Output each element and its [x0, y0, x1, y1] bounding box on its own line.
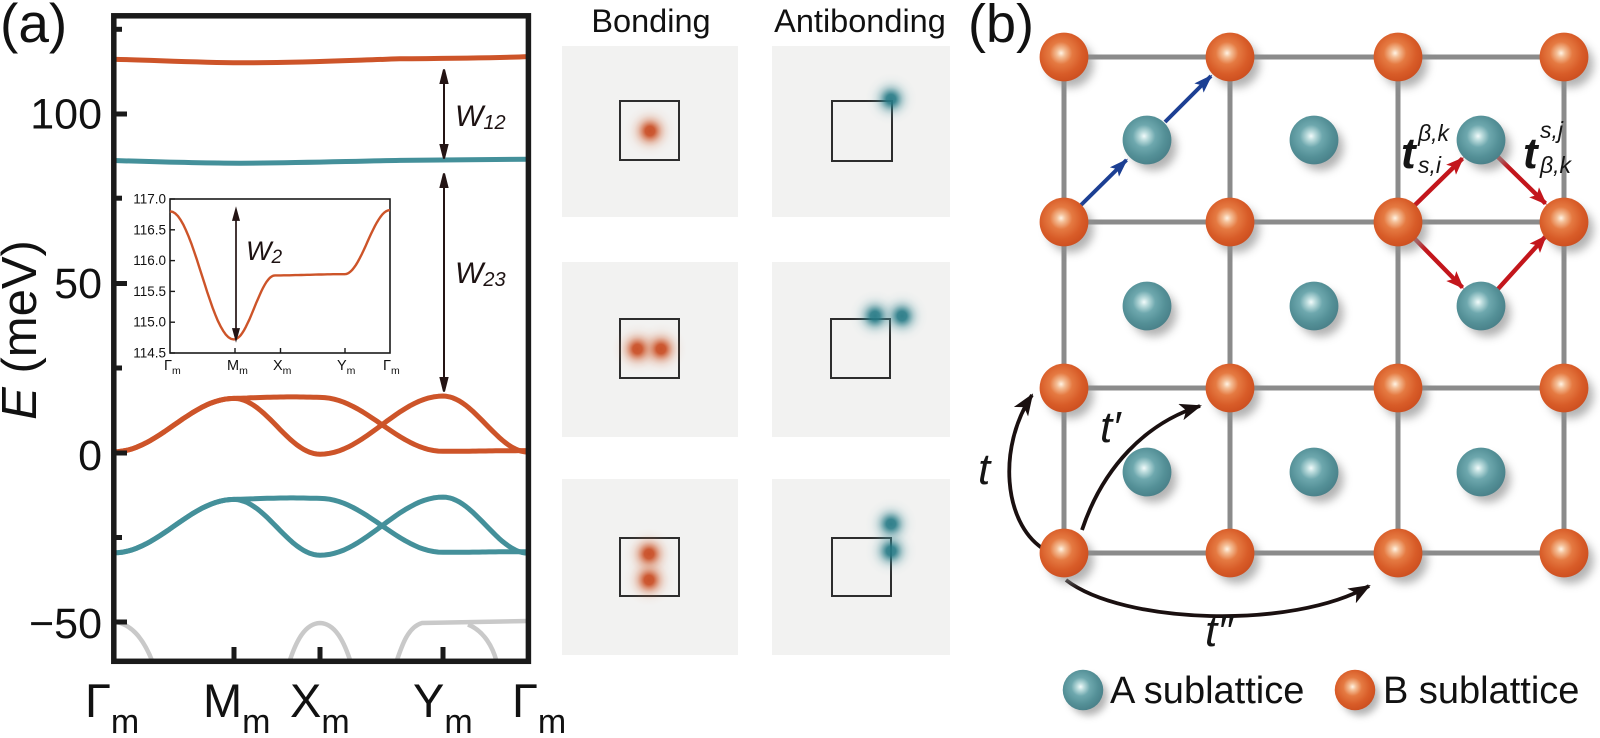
svg-text:t: t	[1401, 129, 1418, 178]
svg-text:A sublattice: A sublattice	[1110, 670, 1304, 712]
svg-text:W23: W23	[455, 257, 506, 291]
svg-text:Ym: Ym	[413, 674, 473, 738]
svg-text:(a): (a)	[0, 0, 67, 54]
svg-text:115.0: 115.0	[133, 315, 166, 330]
svg-text:Bonding: Bonding	[591, 3, 710, 39]
svg-text:100: 100	[30, 91, 102, 139]
svg-text:Xm: Xm	[290, 674, 350, 738]
svg-text:Mm: Mm	[203, 674, 270, 738]
svg-text:115.5: 115.5	[133, 284, 166, 299]
svg-text:t′: t′	[1100, 403, 1122, 452]
svg-text:116.0: 116.0	[133, 253, 166, 268]
svg-text:Γm: Γm	[164, 358, 181, 377]
svg-text:117.0: 117.0	[133, 192, 166, 207]
svg-text:s,j: s,j	[1540, 117, 1564, 143]
svg-text:W12: W12	[455, 100, 506, 134]
svg-text:114.5: 114.5	[133, 346, 166, 361]
svg-text:E (meV): E (meV)	[0, 240, 47, 420]
svg-text:Γm: Γm	[383, 358, 400, 377]
svg-text:β,k: β,k	[1417, 120, 1451, 146]
svg-text:(b): (b)	[968, 0, 1034, 54]
svg-text:β,k: β,k	[1539, 152, 1573, 178]
svg-text:B sublattice: B sublattice	[1383, 670, 1579, 712]
svg-text:0: 0	[78, 432, 102, 480]
svg-text:50: 50	[54, 260, 102, 308]
svg-text:Γm: Γm	[512, 674, 566, 738]
svg-text:Antibonding: Antibonding	[774, 3, 946, 39]
svg-text:t″: t″	[1205, 607, 1234, 656]
svg-text:Xm: Xm	[273, 358, 292, 377]
svg-text:s,i: s,i	[1418, 152, 1442, 178]
svg-text:Ym: Ym	[337, 358, 356, 377]
svg-text:−50: −50	[29, 600, 102, 648]
svg-text:Γm: Γm	[85, 674, 139, 738]
svg-text:t: t	[978, 445, 992, 494]
svg-text:116.5: 116.5	[133, 222, 166, 237]
svg-text:Mm: Mm	[227, 358, 248, 377]
svg-text:t: t	[1523, 129, 1540, 178]
